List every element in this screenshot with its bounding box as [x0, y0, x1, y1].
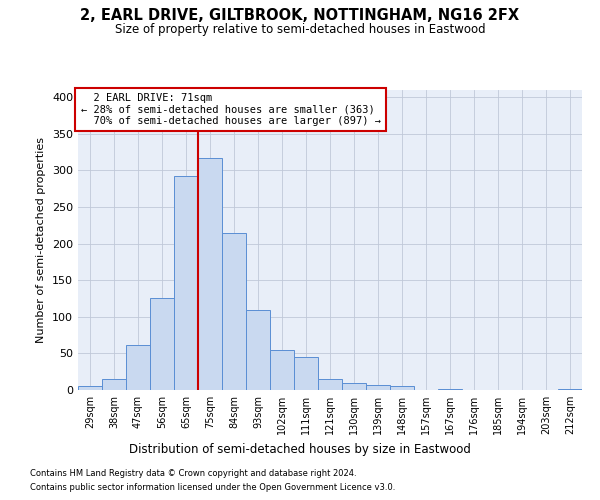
Bar [294, 357, 318, 390]
Bar [246, 310, 270, 390]
Text: 2, EARL DRIVE, GILTBROOK, NOTTINGHAM, NG16 2FX: 2, EARL DRIVE, GILTBROOK, NOTTINGHAM, NG… [80, 8, 520, 22]
Bar [390, 386, 414, 390]
Bar [342, 382, 366, 390]
Bar [174, 176, 198, 390]
Text: Distribution of semi-detached houses by size in Eastwood: Distribution of semi-detached houses by … [129, 442, 471, 456]
Bar [150, 298, 174, 390]
Bar [102, 379, 126, 390]
Text: 2 EARL DRIVE: 71sqm
← 28% of semi-detached houses are smaller (363)
  70% of sem: 2 EARL DRIVE: 71sqm ← 28% of semi-detach… [80, 93, 380, 126]
Bar [438, 388, 462, 390]
Bar [366, 385, 390, 390]
Text: Contains public sector information licensed under the Open Government Licence v3: Contains public sector information licen… [30, 484, 395, 492]
Bar [126, 344, 150, 390]
Y-axis label: Number of semi-detached properties: Number of semi-detached properties [37, 137, 46, 343]
Bar [222, 232, 246, 390]
Bar [558, 388, 582, 390]
Bar [78, 386, 102, 390]
Text: Size of property relative to semi-detached houses in Eastwood: Size of property relative to semi-detach… [115, 22, 485, 36]
Bar [198, 158, 222, 390]
Bar [270, 350, 294, 390]
Text: Contains HM Land Registry data © Crown copyright and database right 2024.: Contains HM Land Registry data © Crown c… [30, 468, 356, 477]
Bar [318, 379, 342, 390]
